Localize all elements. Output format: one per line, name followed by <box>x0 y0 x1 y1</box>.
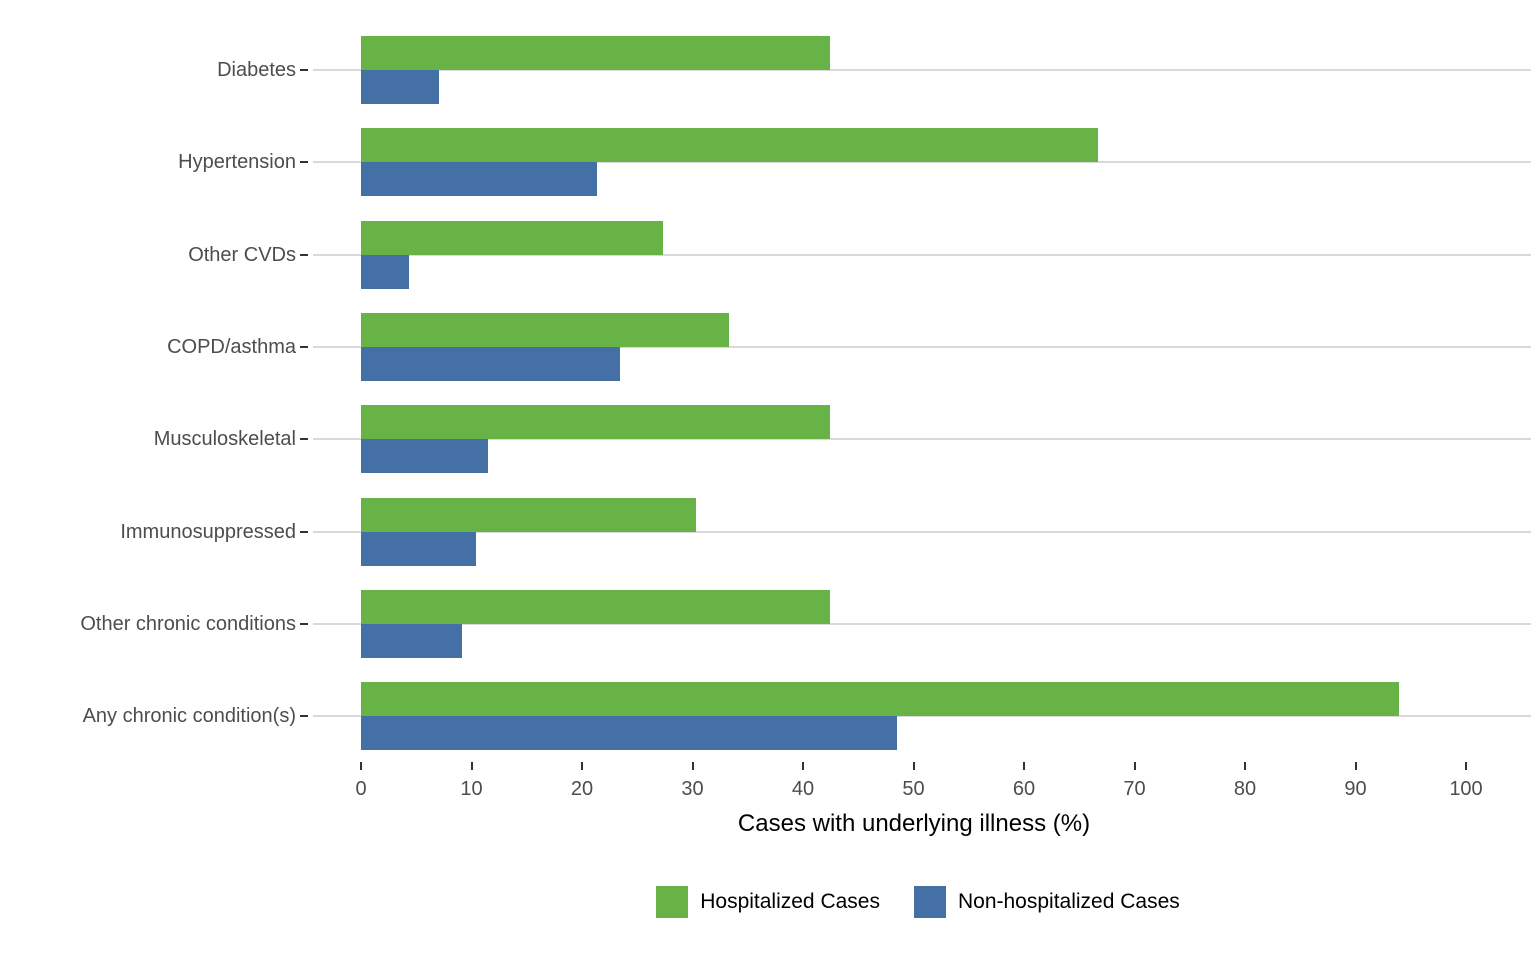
x-axis-tick <box>1465 762 1467 770</box>
x-axis-tick <box>802 762 804 770</box>
bar-non-hospitalized <box>361 70 440 104</box>
category-gridline <box>313 715 1531 718</box>
category-label: Immunosuppressed <box>120 520 296 543</box>
category-gridline <box>313 622 1531 625</box>
category-label: Other chronic conditions <box>80 612 296 635</box>
bar-non-hospitalized <box>361 531 476 566</box>
bar-non-hospitalized <box>361 254 409 289</box>
category-label: Diabetes <box>217 59 296 81</box>
category-gridline <box>313 438 1531 441</box>
x-tick-label: 50 <box>902 778 925 800</box>
x-tick-label: 60 <box>1012 778 1036 800</box>
y-axis-tick <box>300 530 308 533</box>
bar-non-hospitalized <box>361 162 598 197</box>
x-axis-tick <box>360 762 362 770</box>
bar-non-hospitalized <box>361 439 489 474</box>
legend-swatch <box>656 886 689 918</box>
x-axis-tick <box>1244 762 1246 770</box>
category-gridline <box>313 345 1531 348</box>
category-label: Any chronic condition(s) <box>82 705 296 728</box>
category-label: Musculoskeletal <box>153 428 296 451</box>
x-tick-label: 90 <box>1344 778 1367 800</box>
category-label: Other CVDs <box>188 243 296 266</box>
x-axis-title: Cases with underlying illness (%) <box>737 810 1091 837</box>
category-gridline <box>313 253 1531 256</box>
x-tick-label: 100 <box>1449 778 1483 800</box>
bar-hospitalized <box>361 405 830 440</box>
x-axis-tick <box>691 762 694 770</box>
y-axis-tick <box>300 438 308 441</box>
legend-label: Hospitalized Cases <box>700 890 880 913</box>
x-tick-label: 30 <box>681 778 704 800</box>
category-gridline <box>313 69 1531 71</box>
y-axis-tick <box>300 345 308 348</box>
y-axis-tick <box>300 253 308 256</box>
bar-hospitalized <box>361 497 696 532</box>
legend-item: Hospitalized Cases <box>656 886 880 918</box>
legend: Hospitalized Cases Non-hospitalized Cases <box>300 886 1536 918</box>
x-tick-label: 0 <box>355 778 367 800</box>
category-gridline <box>313 161 1531 164</box>
bar-hospitalized <box>361 128 1099 163</box>
y-axis-tick <box>300 715 308 718</box>
bar-hospitalized <box>361 589 830 624</box>
bar-hospitalized <box>361 220 663 255</box>
x-axis-tick <box>1023 762 1025 770</box>
category-label: COPD/asthma <box>167 335 296 358</box>
x-axis-tick <box>912 762 915 770</box>
x-axis-tick <box>1133 762 1136 770</box>
category-label: Hypertension <box>178 151 296 174</box>
x-tick-label: 80 <box>1233 778 1257 800</box>
y-axis-tick <box>300 622 308 625</box>
category-gridline <box>313 530 1531 533</box>
bar-non-hospitalized <box>361 716 897 751</box>
bar-hospitalized <box>361 36 830 70</box>
legend-label: Non-hospitalized Cases <box>957 890 1180 913</box>
x-tick-label: 10 <box>460 778 483 800</box>
x-axis-tick <box>581 762 583 770</box>
bar-non-hospitalized <box>361 623 462 658</box>
legend-swatch <box>913 886 946 918</box>
x-tick-label: 20 <box>570 778 594 800</box>
bar-non-hospitalized <box>361 346 620 381</box>
x-axis-tick <box>470 762 473 770</box>
x-tick-label: 40 <box>791 778 815 800</box>
bar-hospitalized <box>361 312 729 347</box>
bar-hospitalized <box>361 682 1399 717</box>
legend-item: Non-hospitalized Cases <box>913 886 1180 918</box>
x-tick-label: 70 <box>1123 778 1146 800</box>
x-axis-tick <box>1354 762 1357 770</box>
y-axis-tick <box>300 69 308 71</box>
y-axis-tick <box>300 161 308 164</box>
